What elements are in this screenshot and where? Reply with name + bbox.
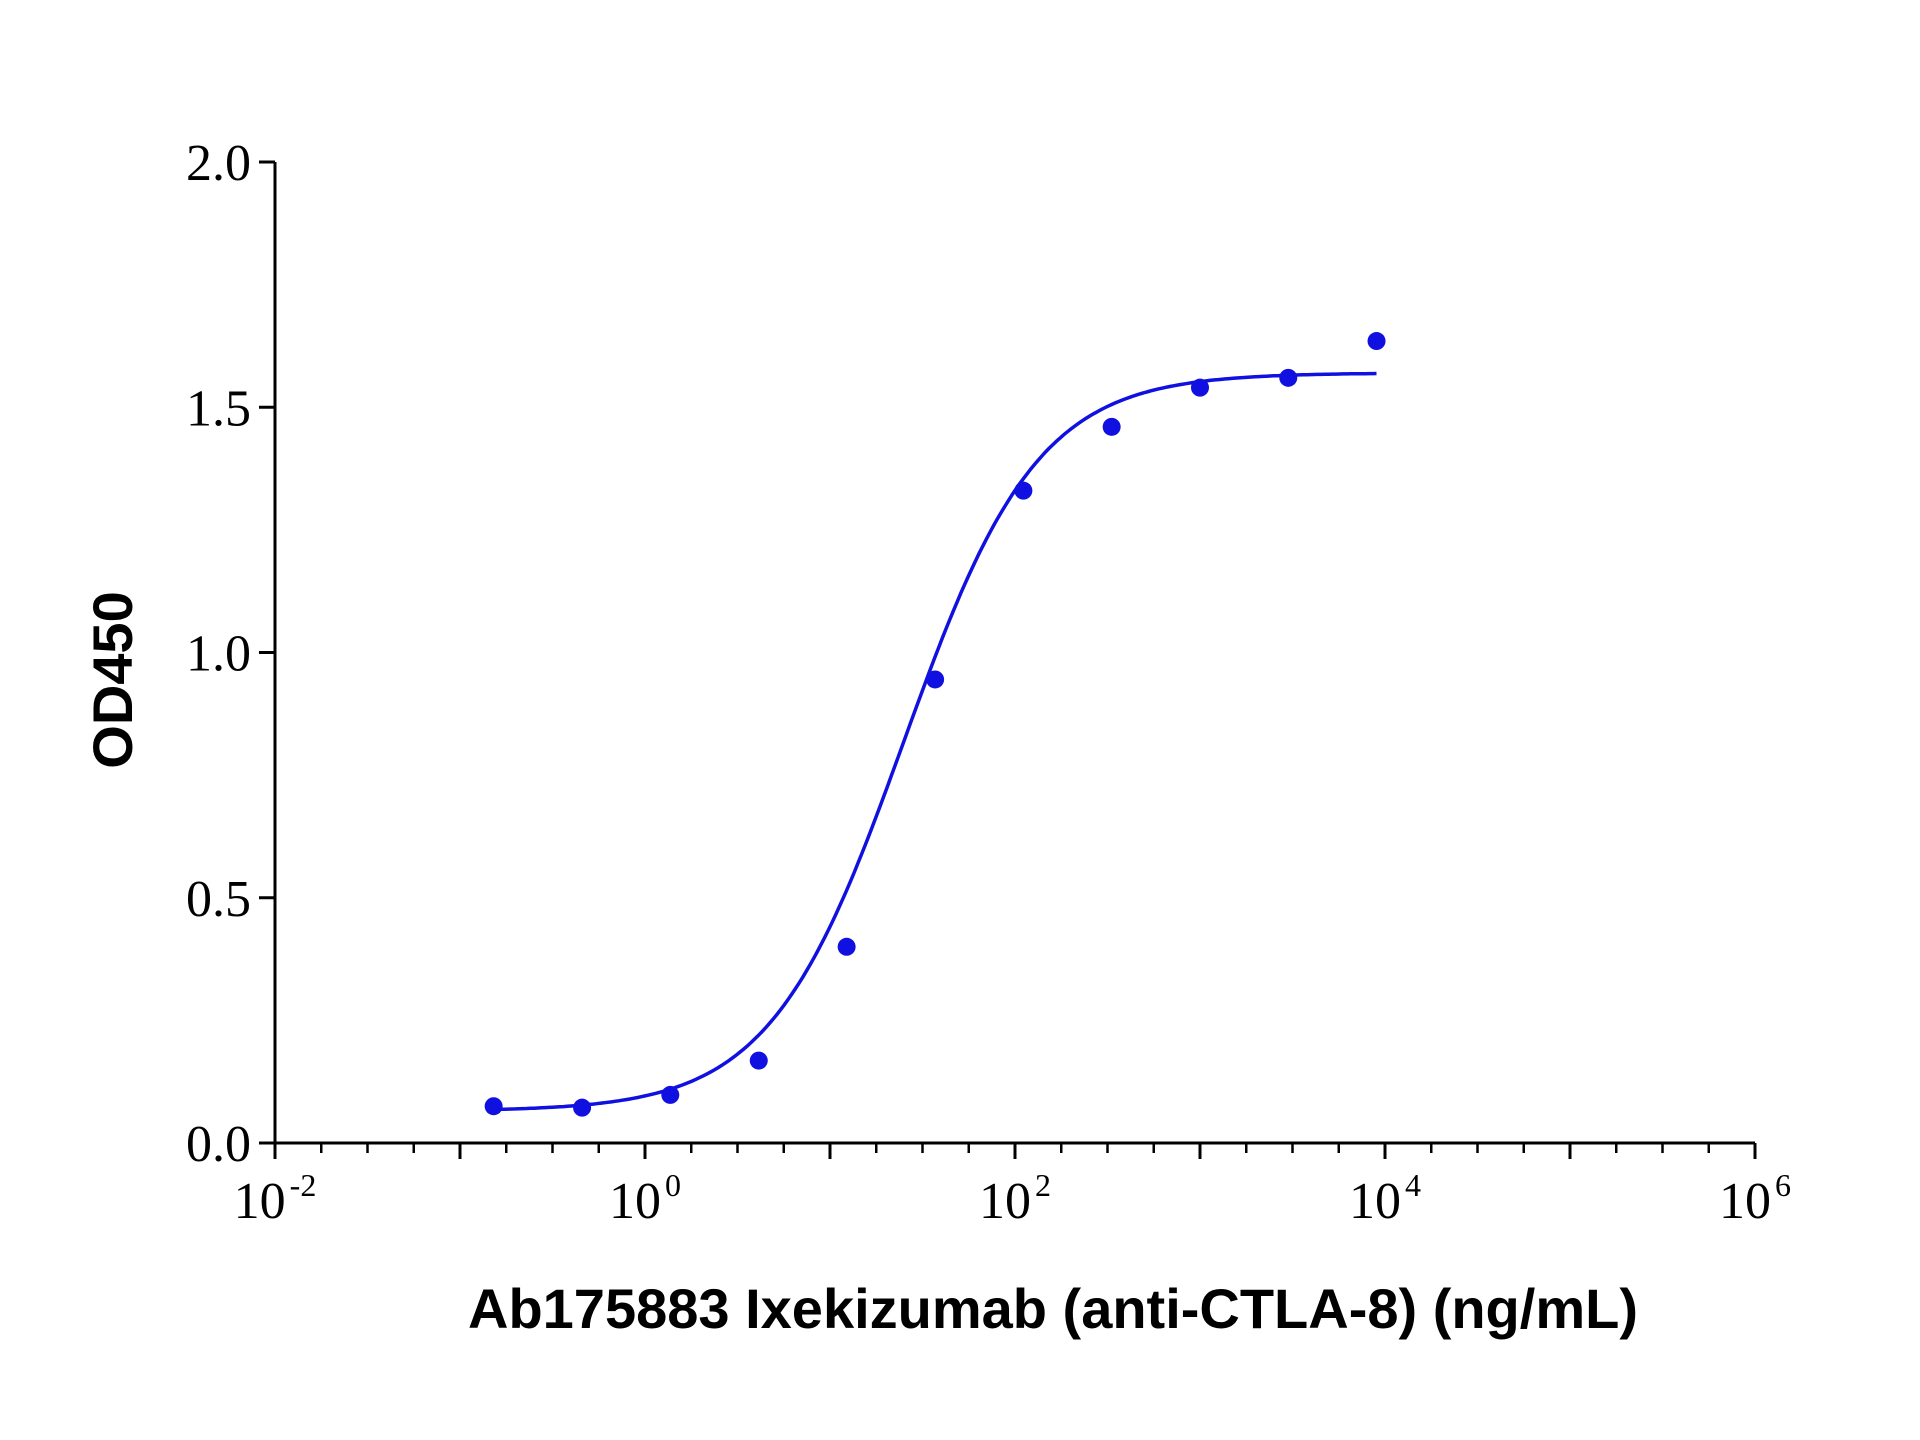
data-point (1014, 481, 1033, 500)
x-tick-label: 10 2 (979, 1167, 1051, 1230)
y-axis-title: OD450 (81, 591, 144, 768)
ticks (259, 160, 1757, 1159)
data-point (661, 1085, 680, 1104)
data-point (1279, 368, 1298, 387)
x-tick-label: 10 -2 (234, 1167, 317, 1230)
tick-labels: 0.0 0.5 1.0 1.5 2.0 10 -2 10 0 10 2 10 4 10 6 (186, 135, 1791, 1230)
x-axis-title: Ab175883 Ixekizumab (anti-CTLA-8) (ng/mL… (468, 1277, 1638, 1340)
data-point (749, 1051, 768, 1070)
x-tick-label: 10 6 (1719, 1167, 1791, 1230)
y-tick-label: 2.0 (186, 135, 251, 192)
y-tick-label: 0.0 (186, 1116, 251, 1173)
data-point (484, 1097, 503, 1116)
data-point (837, 937, 856, 956)
y-tick-label: 0.5 (186, 871, 251, 928)
fit-curve (493, 371, 1377, 1112)
x-tick-label: 10 0 (609, 1167, 681, 1230)
y-tick-label: 1.0 (186, 626, 251, 683)
y-tick-label: 1.5 (186, 380, 251, 437)
data-point (926, 670, 945, 689)
data-point (1102, 417, 1121, 436)
data-point (1191, 378, 1209, 397)
axes (273, 162, 1755, 1145)
data-points (484, 332, 1386, 1117)
x-tick-label: 10 4 (1349, 1167, 1421, 1230)
data-point (573, 1098, 592, 1117)
data-point (1367, 332, 1386, 351)
